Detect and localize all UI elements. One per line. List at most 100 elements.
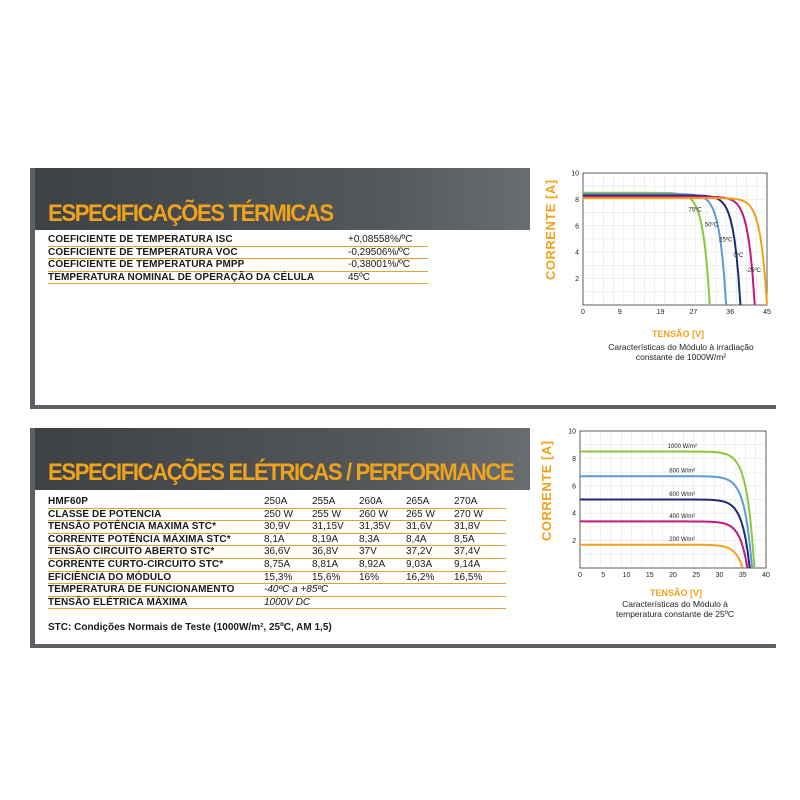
chart1-xtick-label: 27	[690, 309, 698, 316]
electrical-span-cell: 1000V DC	[264, 596, 311, 608]
electrical-row: CORRENTE CURTO-CIRCUITO STC* 8,75A 8,81A 8,…	[48, 559, 508, 571]
thermal-row: TEMPERATURA NOMINAL DE OPERAÇÃO DA CÉLUL…	[48, 272, 428, 284]
thermal-row-label: COEFICIENTE DE TEMPERATURA VOC	[48, 246, 238, 258]
chart1-ytick-label: 6	[575, 223, 579, 230]
chart2-xtick-label: 5	[601, 572, 605, 579]
electrical-row: TENSÃO ELÉTRICA MÁXIMA 1000V DC	[48, 597, 508, 609]
thermal-row-label: TEMPERATURA NOMINAL DE OPERAÇÃO DA CÉLUL…	[48, 271, 315, 283]
electrical-cell: 36,8V	[312, 546, 339, 558]
electrical-cell: 250 W	[264, 508, 293, 520]
electrical-cell: 16%	[359, 571, 380, 583]
electrical-row-label: CLASSE DE POTENCIA	[48, 508, 162, 520]
thermal-title: ESPECIFICAÇÕES TÉRMICAS	[48, 200, 334, 227]
electrical-row: CORRENTE POTÊNCIA MÁXIMA STC* 8,1A 8,19A 8,…	[48, 534, 508, 546]
thermal-row: COEFICIENTE DE TEMPERATURA VOC -0,29506%/…	[48, 247, 428, 259]
chart2-caption: Características do Módulo à temperatura …	[580, 599, 770, 619]
row-divider	[48, 532, 506, 534]
row-divider	[48, 258, 428, 259]
thermal-row-label: COEFICIENTE DE TEMPERATURA PMPP	[48, 259, 245, 270]
panel-bottom-border	[30, 644, 776, 648]
chart2-ytick-label: 2	[572, 538, 576, 545]
row-divider	[48, 583, 506, 585]
thermal-banner	[35, 168, 530, 230]
electrical-cell: 15,3%	[264, 571, 293, 583]
electrical-row: EFICIÊNCIA DO MÓDULO 15,3% 15,6% 16% 16,2% 16…	[48, 572, 508, 584]
chart1-series-label: 50ºC	[705, 221, 719, 228]
chart2-series-line	[580, 498, 751, 569]
chart2-ytick-label: 8	[572, 456, 576, 463]
chart1-xlabel: TENSÃO [V]	[652, 329, 705, 339]
chart1-ytick-label: 10	[571, 171, 579, 178]
chart2-series-label: 200 W/m²	[669, 537, 695, 543]
row-divider	[48, 545, 506, 547]
thermal-row: COEFICIENTE DE TEMPERATURA PMPP -0,38001%…	[48, 259, 428, 271]
electrical-cell: 8,3A	[359, 533, 380, 545]
chart2-caption-line-2: temperatura constante de 25ºC	[616, 609, 734, 619]
electrical-row-label: TENSÃO ELÉTRICA MÁXIMA	[48, 596, 188, 608]
chart1-series-label: 0ºC	[733, 252, 744, 259]
electrical-row-label: TEMPERATURA DE FUNCIONAMENTO	[48, 584, 235, 596]
electrical-cell: 8,92A	[359, 559, 386, 570]
row-divider	[48, 557, 506, 559]
electrical-row: TENSÃO POTÊNCIA MAXIMA STC* 30,9V 31,15V 31…	[48, 521, 508, 533]
electrical-row-label: EFICIÊNCIA DO MÓDULO	[48, 571, 172, 583]
electrical-cell: 37,2V	[406, 546, 433, 558]
model-header-cell: 255A	[312, 496, 336, 507]
chart2: 2 4 6 8 10 0 5 10 15 20 25 30 35 40 1000 W/m² 800 W/m² 6…	[568, 428, 774, 580]
chart2-ytick-label: 6	[572, 483, 576, 490]
chart1-caption-line-2: constante de 1000W/m²	[635, 352, 727, 362]
chart1: 2 4 6 8 10 0 9 19 27 36 45 75ºC 50ºC 25ºC 0ºC -25ºC	[571, 171, 773, 317]
electrical-row-label: CORRENTE POTÊNCIA MÁXIMA STC*	[48, 533, 231, 545]
model-header-cell: 250A	[264, 496, 288, 507]
chart2-series-label: 800 W/m²	[669, 469, 695, 475]
electrical-row: CLASSE DE POTENCIA 250 W 255 W 260 W 265 W 27…	[48, 509, 508, 521]
electrical-header-row: HMF60P 250A 255A 260A 265A 270A	[48, 496, 508, 508]
chart1-xtick-label: 0	[581, 309, 585, 316]
row-divider	[48, 520, 506, 522]
electrical-cell: 15,6%	[312, 571, 341, 583]
chart2-ytick-label: 10	[568, 429, 576, 436]
chart1-caption: Características do Módulo à irradiação c…	[586, 342, 776, 362]
chart2-series-label: 1000 W/m²	[668, 444, 697, 450]
chart2-ytick-label: 4	[572, 511, 576, 518]
electrical-cell: 16,2%	[406, 571, 435, 583]
electrical-row-label: CORRENTE CURTO-CIRCUITO STC*	[48, 559, 224, 570]
electrical-row-label: TENSÃO POTÊNCIA MAXIMA STC*	[48, 521, 217, 533]
model-header-cell: 270A	[454, 496, 478, 507]
chart1-ytick-label: 8	[575, 197, 579, 204]
row-divider	[48, 570, 506, 572]
electrical-title: ESPECIFICAÇÕES ELÉTRICAS / PERFORMANCE	[48, 459, 515, 486]
thermal-panel	[30, 168, 776, 409]
electrical-cell: 8,19A	[312, 533, 339, 545]
chart1-xtick-label: 9	[618, 309, 622, 316]
chart2-ylabel: CORRENTE [A]	[539, 440, 554, 541]
row-divider	[48, 595, 506, 597]
chart1-ytick-label: 4	[575, 250, 579, 257]
chart1-ytick-label: 2	[575, 276, 579, 283]
chart1-xtick-label: 45	[763, 309, 771, 316]
chart2-series-line	[580, 520, 749, 569]
electrical-span-cell: -40ºC a +85ºC	[264, 584, 329, 596]
chart2-xtick-label: 30	[716, 572, 724, 579]
row-divider	[48, 608, 506, 610]
chart2-xtick-label: 10	[623, 572, 631, 579]
panel-bottom-border	[30, 405, 776, 409]
chart1-xtick-label: 36	[726, 309, 734, 316]
electrical-cell: 31,15V	[312, 521, 344, 533]
electrical-cell: 8,81A	[312, 559, 339, 570]
electrical-cell: 31,6V	[406, 521, 433, 533]
electrical-cell: 255 W	[312, 508, 341, 520]
chart2-series-line	[580, 450, 756, 569]
chart2-caption-line-1: Características do Módulo à	[622, 599, 728, 609]
electrical-row: TENSÃO CIRCUITO ABERTO STC* 36,6V 36,8V 37V…	[48, 546, 508, 558]
stc-note: STC: Condições Normais de Teste (1000W/m…	[48, 622, 332, 633]
row-divider	[48, 283, 428, 284]
thermal-row: COEFICIENTE DE TEMPERATURA ISC +0,08558%/…	[48, 234, 428, 246]
thermal-row-value: -0,38001%/ºC	[348, 259, 411, 270]
chart2-svg: 2 4 6 8 10 0 5 10 15 20 25 30 35 40 1000 W/m² 800 W/m² 6…	[568, 429, 770, 580]
chart2-xlabel: TENSÃO [V]	[650, 588, 703, 598]
electrical-panel	[30, 428, 776, 648]
electrical-row-label: HMF60P	[48, 496, 89, 507]
electrical-cell: 9,03A	[406, 559, 433, 570]
chart1-series-label: 25ºC	[719, 237, 733, 244]
